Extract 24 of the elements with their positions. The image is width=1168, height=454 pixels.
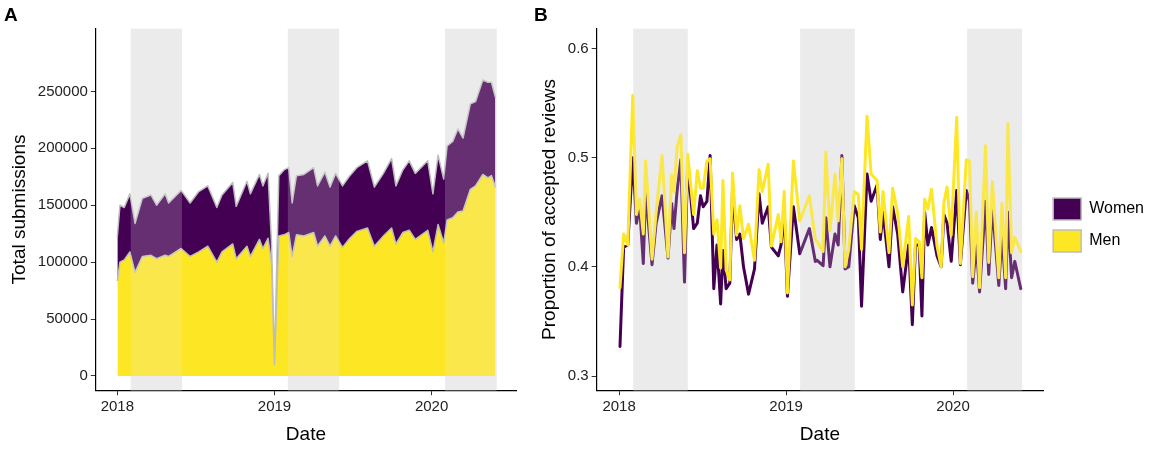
y-tick-label: 100000	[37, 252, 88, 270]
y-tick-label: 50000	[46, 309, 88, 327]
x-axis-title: Date	[285, 422, 326, 444]
y-tick-label: 0	[79, 366, 88, 384]
x-tick-label: 2019	[769, 397, 803, 415]
x-tick-label: 2018	[100, 397, 135, 415]
x-axis-title: Date	[799, 422, 840, 444]
x-tick-label: 2020	[936, 397, 970, 415]
x-tick-label: 2019	[257, 397, 292, 415]
y-tick-label: 250000	[37, 81, 88, 99]
legend-label: Men	[1089, 231, 1121, 249]
x-tick-label: 2020	[414, 397, 449, 415]
y-tick-label: 0.6	[567, 38, 589, 56]
y-axis-title: Proportion of accepted reviews	[537, 79, 559, 340]
y-tick-label: 0.3	[567, 366, 589, 384]
y-axis-title: Total submissions	[7, 134, 29, 285]
y-tick-label: 0.4	[567, 256, 589, 274]
y-tick-label: 150000	[37, 195, 88, 213]
legend-label: Women	[1089, 199, 1145, 217]
y-tick-label: 200000	[37, 138, 88, 156]
chart-title: A	[4, 3, 18, 25]
y-tick-label: 0.5	[567, 147, 589, 165]
chart-title: B	[534, 3, 548, 25]
x-tick-label: 2018	[602, 397, 636, 415]
